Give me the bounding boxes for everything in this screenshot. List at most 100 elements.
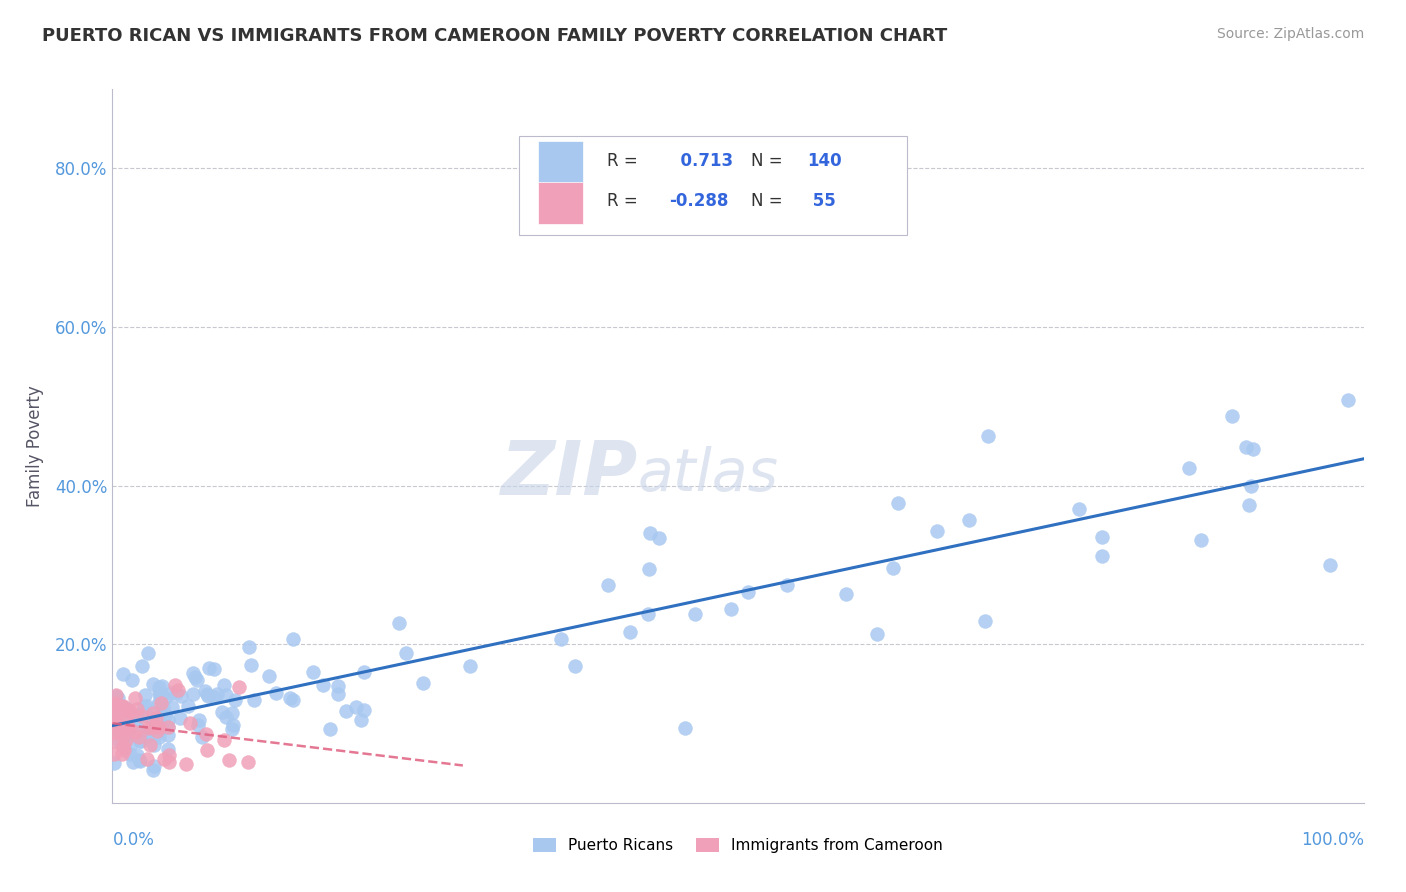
Point (150, 718, 173, 732)
Point (136, 752, 159, 766)
Point (1240, 479, 1263, 493)
Point (115, 713, 138, 727)
Point (197, 690, 219, 704)
Point (112, 666, 135, 681)
Point (202, 690, 225, 705)
Point (169, 711, 191, 725)
Text: 100.0%: 100.0% (1301, 831, 1364, 849)
Point (215, 710, 238, 724)
Point (1337, 393, 1360, 408)
Point (108, 735, 131, 749)
Point (148, 730, 170, 744)
Point (326, 687, 349, 701)
Point (866, 627, 889, 641)
Point (221, 706, 243, 720)
Point (148, 681, 170, 695)
Point (112, 699, 135, 714)
Point (104, 696, 127, 710)
Point (198, 661, 221, 675)
Point (124, 725, 146, 739)
Point (153, 752, 176, 766)
Point (139, 720, 162, 734)
Point (257, 669, 280, 683)
Point (835, 587, 858, 601)
Point (412, 675, 434, 690)
Point (205, 687, 228, 701)
Point (166, 683, 188, 698)
Point (121, 755, 143, 769)
Point (243, 693, 266, 707)
Point (149, 688, 172, 702)
Point (281, 632, 304, 647)
Point (142, 763, 165, 777)
Text: 140: 140 (807, 152, 842, 169)
Text: R =: R = (607, 193, 637, 211)
Text: N =: N = (751, 152, 782, 169)
Point (184, 670, 207, 684)
Point (638, 525, 661, 540)
Point (105, 689, 128, 703)
Point (128, 730, 150, 744)
Point (350, 713, 373, 727)
Point (104, 690, 127, 704)
Point (195, 743, 218, 757)
Point (211, 705, 233, 719)
Point (1189, 533, 1212, 548)
Point (103, 714, 125, 728)
Point (776, 578, 799, 592)
Point (149, 688, 172, 702)
Point (596, 578, 619, 592)
Point (143, 759, 166, 773)
Point (720, 601, 742, 615)
Point (637, 607, 659, 621)
Point (157, 720, 180, 734)
Point (280, 690, 302, 705)
Text: 0.713: 0.713 (669, 152, 734, 169)
Point (395, 646, 418, 660)
Point (564, 659, 586, 673)
Point (159, 686, 181, 700)
Point (104, 720, 127, 734)
Point (103, 697, 125, 711)
Point (104, 705, 127, 719)
Point (311, 677, 333, 691)
Point (105, 723, 128, 738)
Point (132, 698, 155, 713)
Point (146, 724, 169, 739)
Point (195, 727, 218, 741)
Point (103, 706, 125, 720)
FancyBboxPatch shape (519, 136, 907, 235)
Point (157, 713, 180, 727)
Point (335, 704, 357, 718)
Point (142, 738, 165, 752)
Point (181, 666, 204, 681)
Point (125, 708, 148, 723)
Point (103, 747, 125, 761)
Point (186, 673, 208, 687)
Point (194, 684, 217, 698)
Point (152, 701, 174, 715)
Point (156, 728, 179, 742)
Point (125, 702, 148, 716)
Text: 55: 55 (807, 193, 835, 211)
Point (117, 721, 139, 735)
Point (118, 747, 141, 762)
Point (103, 726, 125, 740)
Text: 0.0%: 0.0% (112, 831, 155, 849)
Point (222, 718, 245, 732)
Point (112, 729, 135, 743)
Point (353, 665, 375, 679)
Point (114, 732, 136, 747)
Point (114, 722, 136, 736)
Point (125, 748, 148, 763)
Point (134, 688, 156, 702)
Text: ZIP: ZIP (501, 438, 638, 511)
Point (302, 665, 325, 679)
Point (1239, 499, 1261, 513)
Point (135, 727, 157, 741)
Point (111, 739, 134, 754)
Point (118, 705, 141, 719)
Y-axis label: Family Poverty: Family Poverty (25, 385, 44, 507)
Point (112, 706, 135, 720)
Point (1091, 549, 1114, 563)
